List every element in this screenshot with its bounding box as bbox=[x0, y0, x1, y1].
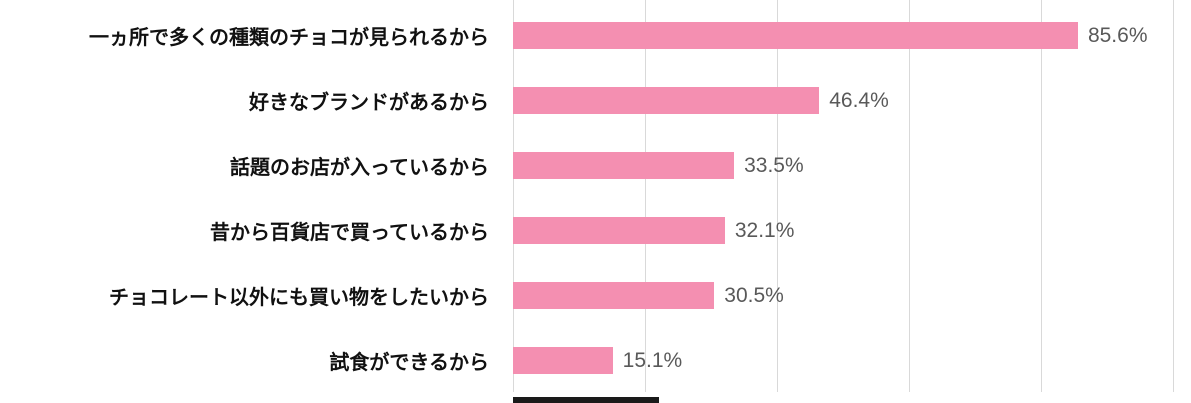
category-label: 一ヵ所で多くの種類のチョコが見られるから bbox=[89, 27, 489, 49]
bar-row: チョコレート以外にも買い物をしたいから 30.5% bbox=[0, 263, 1191, 328]
bar bbox=[513, 217, 725, 244]
gridline bbox=[777, 0, 778, 392]
gridline bbox=[1041, 0, 1042, 392]
bar bbox=[513, 152, 735, 179]
bar bbox=[513, 87, 820, 114]
value-label: 46.4% bbox=[829, 88, 889, 112]
bar bbox=[513, 347, 613, 374]
category-label: 話題のお店が入っているから bbox=[230, 157, 489, 179]
gridline bbox=[513, 0, 514, 392]
bar-row: 試食ができるから 15.1% bbox=[0, 328, 1191, 393]
bar bbox=[513, 22, 1078, 49]
bar-row: 好きなブランドがあるから 46.4% bbox=[0, 68, 1191, 133]
bar-rows: 一ヵ所で多くの種類のチョコが見られるから 85.6% 好きなブランドがあるから … bbox=[0, 3, 1191, 393]
gridline bbox=[1173, 0, 1174, 392]
bar-row: 一ヵ所で多くの種類のチョコが見られるから 85.6% bbox=[0, 3, 1191, 68]
value-label: 33.5% bbox=[744, 153, 804, 177]
category-label: チョコレート以外にも買い物をしたいから bbox=[109, 287, 489, 309]
category-label: 昔から百貨店で買っているから bbox=[210, 222, 489, 244]
bar bbox=[513, 282, 715, 309]
value-label: 15.1% bbox=[622, 348, 683, 372]
category-label: 試食ができるから bbox=[329, 352, 489, 374]
category-label: 好きなブランドがあるから bbox=[249, 92, 489, 114]
value-label: 85.6% bbox=[1087, 23, 1148, 47]
value-label: 32.1% bbox=[734, 218, 795, 242]
gridline bbox=[909, 0, 910, 392]
value-label: 30.5% bbox=[724, 283, 784, 307]
axis-segment bbox=[513, 397, 659, 403]
bar-row: 話題のお店が入っているから 33.5% bbox=[0, 133, 1191, 198]
gridlines bbox=[513, 0, 1174, 392]
gridline bbox=[645, 0, 646, 392]
bar-row: 昔から百貨店で買っているから 32.1% bbox=[0, 198, 1191, 263]
